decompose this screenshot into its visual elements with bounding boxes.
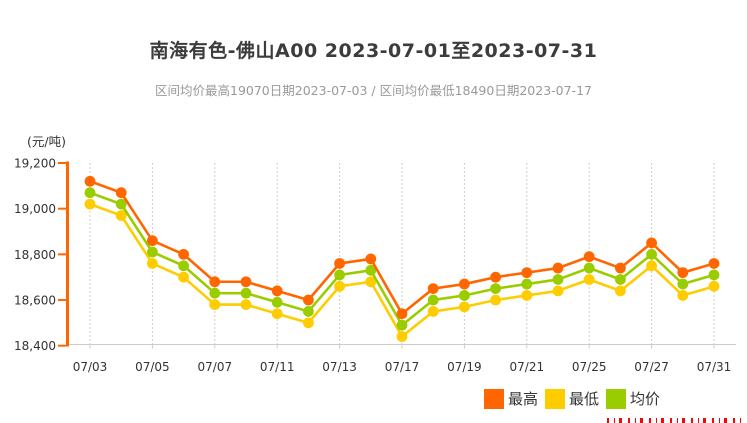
series-highest-point — [84, 175, 96, 187]
series-highest-point — [521, 267, 533, 279]
series-average-point — [427, 294, 439, 306]
series-average-point — [147, 246, 158, 258]
series-highest-point — [583, 251, 595, 263]
y-axis-label: 19,200 — [14, 157, 56, 171]
series-highest-point — [147, 235, 158, 247]
legend-swatch-lowest — [545, 389, 566, 409]
legend-swatch-highest — [484, 389, 504, 409]
y-axis-label: 18,400 — [14, 339, 56, 353]
x-axis-label: 07/25 — [572, 360, 607, 374]
x-axis-label: 07/21 — [510, 360, 545, 374]
series-highest-point — [427, 283, 439, 295]
series-average-point — [490, 283, 501, 295]
series-average-point — [115, 198, 127, 210]
series-highest-point — [490, 271, 501, 283]
series-lowest-point — [646, 260, 657, 272]
series-average-point — [677, 278, 689, 290]
series-average-point — [583, 262, 595, 274]
series-lowest-point — [303, 317, 314, 329]
series-highest-point — [209, 276, 221, 288]
series-lowest-point — [615, 285, 626, 297]
series-highest-point — [708, 258, 720, 269]
series-lowest-point — [240, 299, 252, 310]
series-highest-point — [334, 258, 345, 269]
series-lowest-point — [209, 299, 221, 310]
legend-item-lowest: 最低 — [545, 389, 599, 409]
series-highest-point — [459, 278, 470, 290]
series-average-point — [303, 306, 314, 317]
series-average-point — [552, 274, 564, 285]
series-lowest-point — [490, 294, 501, 306]
x-axis-label: 07/13 — [322, 360, 357, 374]
x-axis-label: 07/03 — [73, 360, 108, 374]
y-axis-label: 18,600 — [14, 294, 56, 308]
series-lowest-point — [459, 301, 470, 313]
x-axis-label: 07/19 — [447, 360, 482, 374]
chart-legend: 最高 最低 均价 — [484, 389, 660, 409]
series-average-point — [521, 278, 533, 290]
legend-label-average: 均价 — [630, 390, 661, 408]
watermark-partial-red-text — [607, 418, 745, 423]
series-average-point — [209, 287, 221, 299]
series-highest-point — [396, 308, 408, 320]
legend-label-lowest: 最低 — [569, 390, 600, 408]
series-average-point — [708, 269, 720, 281]
x-axis-label: 07/07 — [198, 360, 233, 374]
legend-item-highest: 最高 — [484, 389, 538, 409]
y-axis-unit-label: (元/吨) — [27, 134, 66, 149]
series-highest-point — [178, 248, 190, 260]
series-highest-point — [552, 262, 564, 274]
x-axis-label: 07/11 — [260, 360, 295, 374]
series-average-point — [396, 319, 408, 331]
series-lowest-point — [365, 276, 377, 288]
series-average-point — [365, 264, 377, 276]
series-average-point — [615, 274, 626, 285]
x-axis-label: 07/05 — [135, 360, 170, 374]
series-lowest-point — [583, 274, 595, 285]
series-highest-point — [115, 187, 127, 199]
series-lowest-point — [178, 271, 190, 283]
series-average-point — [271, 296, 283, 308]
series-lowest-point — [552, 285, 564, 297]
series-highest-point — [365, 253, 377, 265]
chart-subtitle: 区间均价最高19070日期2023-07-03 / 区间均价最低18490日期2… — [155, 83, 592, 98]
series-highest-point — [615, 262, 626, 274]
series-lowest-point — [271, 308, 283, 320]
x-axis-label: 07/27 — [634, 360, 669, 374]
series-lowest-point — [677, 290, 689, 301]
series-average-point — [84, 187, 96, 199]
series-highest-point — [303, 294, 314, 306]
legend-item-average: 均价 — [606, 389, 660, 409]
chart-title: 南海有色-佛山A00 2023-07-01至2023-07-31 — [149, 40, 598, 62]
x-axis-label: 07/31 — [697, 360, 732, 374]
y-axis-label: 18,800 — [14, 248, 56, 262]
series-average-point — [646, 248, 657, 260]
series-highest-point — [677, 267, 689, 279]
series-lowest-point — [396, 331, 408, 342]
series-highest-point — [240, 276, 252, 288]
series-lowest-point — [115, 210, 127, 221]
legend-label-highest: 最高 — [508, 390, 539, 408]
series-average-point — [240, 287, 252, 299]
series-lowest-point — [147, 258, 158, 269]
series-average-point — [334, 269, 345, 281]
series-lowest-point — [427, 306, 439, 317]
series-highest-point — [271, 285, 283, 297]
x-axis-label: 07/17 — [385, 360, 420, 374]
series-lowest-point — [708, 280, 720, 292]
series-highest-point — [646, 237, 657, 249]
legend-swatch-average — [606, 389, 627, 409]
series-lowest-point — [521, 290, 533, 301]
y-axis-label: 19,000 — [14, 202, 56, 216]
series-average-point — [459, 290, 470, 301]
series-lowest-point — [84, 198, 96, 210]
series-average-point — [178, 260, 190, 272]
series-lowest-point — [334, 280, 345, 292]
